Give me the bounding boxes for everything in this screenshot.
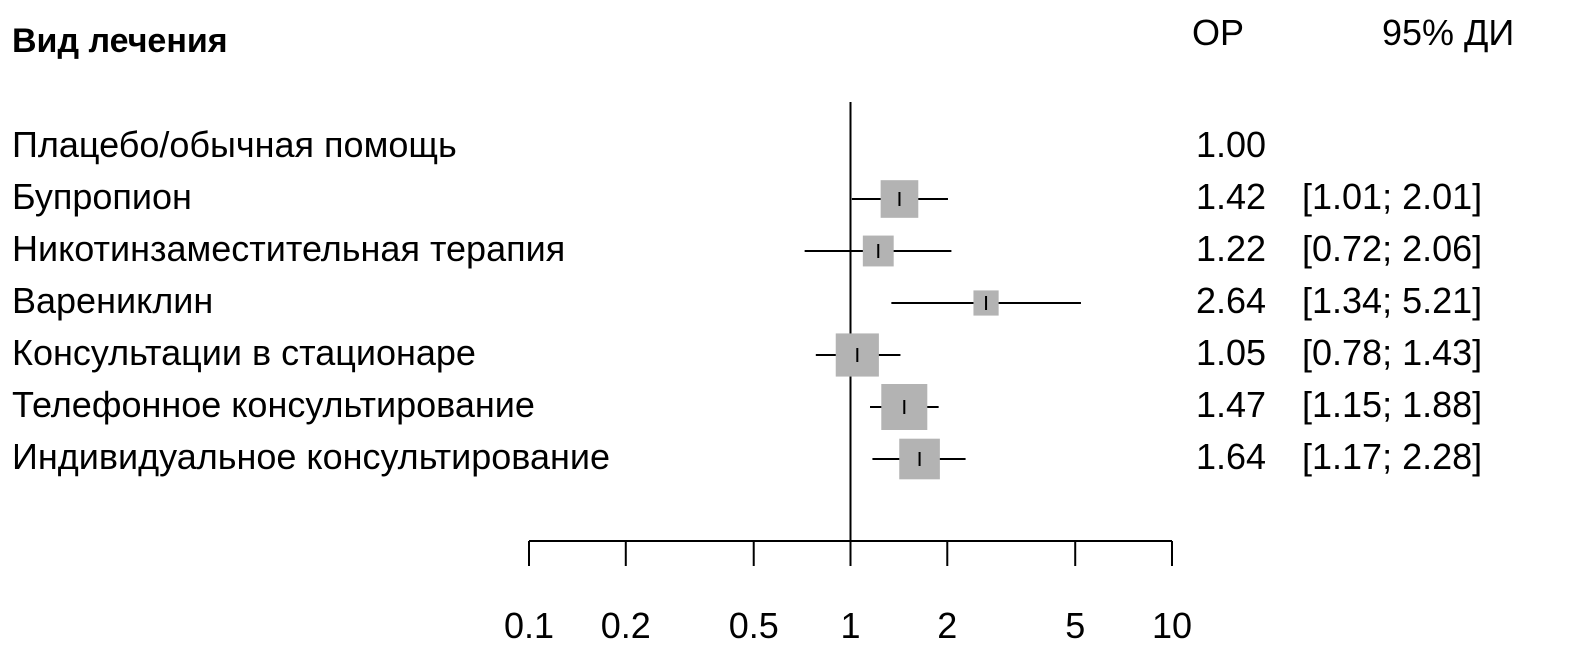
row-values: 1.00 1.42 [1.01; 2.01] 1.22 [0.72; 2.06] 2.64…	[1196, 124, 1482, 477]
header-estimate-label: ОР	[1192, 12, 1244, 53]
x-tick-label: 0.5	[729, 605, 779, 646]
row-label: Плацебо/обычная помощь	[12, 124, 457, 165]
row-label: Варениклин	[12, 280, 213, 321]
x-tick-label: 1	[840, 605, 860, 646]
x-tick-label: 0.2	[601, 605, 651, 646]
row-estimate: 1.42	[1196, 176, 1266, 217]
row-ci: [0.72; 2.06]	[1302, 228, 1482, 269]
row-ci: [0.78; 1.43]	[1302, 332, 1482, 373]
row-label: Индивидуальное консультирование	[12, 436, 610, 477]
row-estimate: 1.64	[1196, 436, 1266, 477]
row-estimate: 1.22	[1196, 228, 1266, 269]
row-labels: Плацебо/обычная помощь Бупропион Никотинза…	[12, 124, 610, 477]
x-tick-label: 2	[937, 605, 957, 646]
header-treatment-label: Вид лечения	[12, 22, 228, 60]
forest-marks	[804, 102, 1081, 540]
row-estimate: 1.05	[1196, 332, 1266, 373]
row-estimate: 2.64	[1196, 280, 1266, 321]
row-label: Никотинзаместительная терапия	[12, 228, 565, 269]
row-ci: [1.17; 2.28]	[1302, 436, 1482, 477]
x-axis: 0.1 0.2 0.5 1 2 5 10	[504, 540, 1192, 646]
row-ci: [1.15; 1.88]	[1302, 384, 1482, 425]
row-label: Бупропион	[12, 176, 192, 217]
x-tick-label: 5	[1065, 605, 1085, 646]
row-label: Телефонное консультирование	[12, 384, 535, 425]
x-tick-label: 10	[1152, 605, 1192, 646]
row-estimate: 1.00	[1196, 124, 1266, 165]
header-ci-label: 95% ДИ	[1382, 12, 1514, 53]
row-ci: [1.01; 2.01]	[1302, 176, 1482, 217]
row-estimate: 1.47	[1196, 384, 1266, 425]
row-ci: [1.34; 5.21]	[1302, 280, 1482, 321]
x-tick-label: 0.1	[504, 605, 554, 646]
row-label: Консультации в стационаре	[12, 332, 476, 373]
